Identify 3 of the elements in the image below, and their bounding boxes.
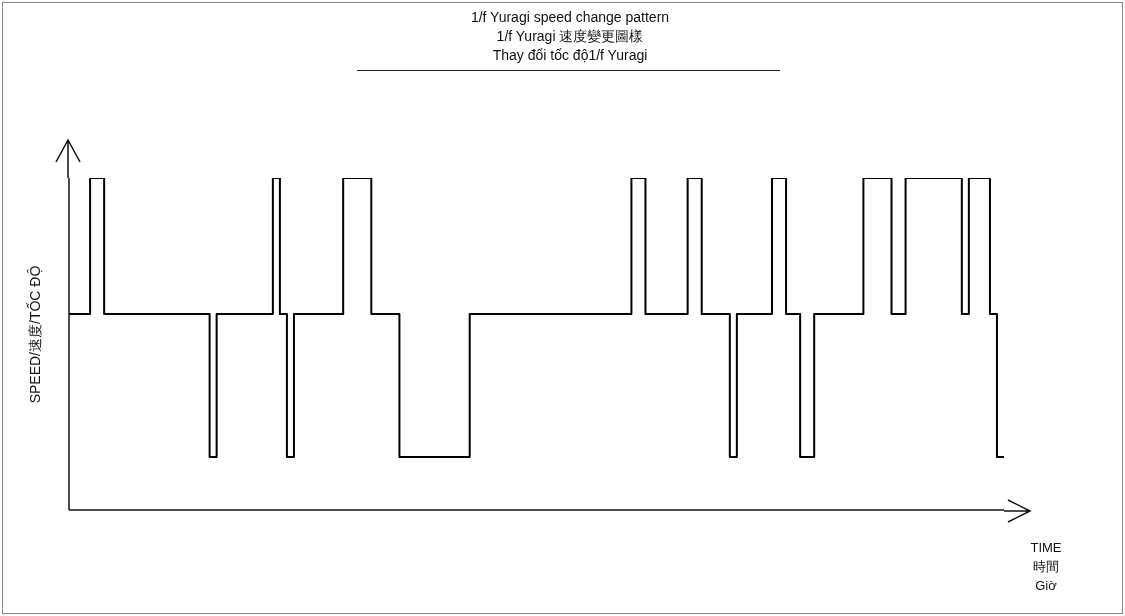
y-axis-title: SPEED/速度/TỐC ĐỘ bbox=[26, 265, 43, 404]
chart-title: 1/f Yuragi speed change pattern 1/f Yuragi 速度變更圖樣 Thay đổi tốc độ1/f Yuragi bbox=[469, 8, 671, 65]
x-axis-title: TIME 時間 Giờ bbox=[1030, 540, 1062, 593]
